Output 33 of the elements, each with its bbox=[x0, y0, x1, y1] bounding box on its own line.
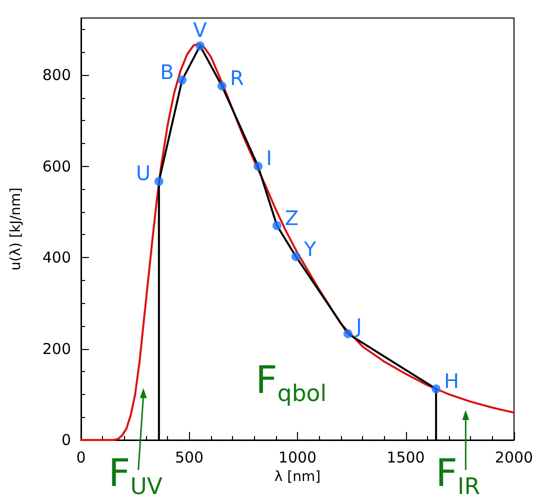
x-tick-label: 500 bbox=[174, 448, 204, 466]
y-tick-label: 800 bbox=[42, 66, 71, 84]
y-axis-title: u(λ) [kJ/nm] bbox=[8, 188, 24, 270]
annotation: F$_{qbol}$ bbox=[256, 358, 327, 406]
annotation: Y bbox=[304, 236, 316, 261]
y-tick-label: 400 bbox=[42, 248, 71, 267]
annotation: H bbox=[444, 368, 460, 393]
x-tick-label: 0 bbox=[76, 448, 86, 466]
point bbox=[154, 176, 164, 186]
point bbox=[196, 41, 205, 50]
y-tick-label: 0 bbox=[61, 431, 71, 449]
x-tick-label: 2000 bbox=[494, 448, 534, 466]
annotation: R bbox=[230, 66, 244, 90]
point bbox=[343, 329, 352, 338]
point bbox=[291, 252, 300, 262]
y-tick-label: 200 bbox=[42, 340, 71, 358]
x-tick-label: 1000 bbox=[278, 448, 317, 466]
annotation: I bbox=[266, 146, 272, 170]
point bbox=[217, 81, 226, 90]
x-tick-label: 1500 bbox=[386, 448, 425, 466]
point bbox=[254, 162, 263, 171]
annotation: B bbox=[160, 60, 174, 84]
point bbox=[432, 384, 441, 394]
point bbox=[178, 76, 187, 85]
y-tick-label: 600 bbox=[42, 157, 71, 176]
x-axis-title: λ [nm] bbox=[274, 469, 321, 485]
text: F$_{UV}$ bbox=[108, 451, 162, 495]
annotation: Z bbox=[284, 206, 299, 230]
annotation: V bbox=[193, 18, 207, 42]
annotation: J bbox=[356, 314, 362, 338]
point bbox=[272, 221, 282, 230]
annotation: U bbox=[136, 161, 151, 186]
text: F$_{IR}$ bbox=[436, 451, 480, 495]
